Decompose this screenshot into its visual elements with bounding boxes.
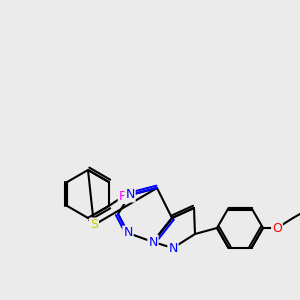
Text: N: N xyxy=(148,236,158,248)
Text: N: N xyxy=(125,188,135,202)
Text: S: S xyxy=(90,218,98,232)
Text: N: N xyxy=(123,226,133,239)
Text: O: O xyxy=(272,221,282,235)
Text: F: F xyxy=(119,190,126,203)
Text: N: N xyxy=(168,242,178,254)
